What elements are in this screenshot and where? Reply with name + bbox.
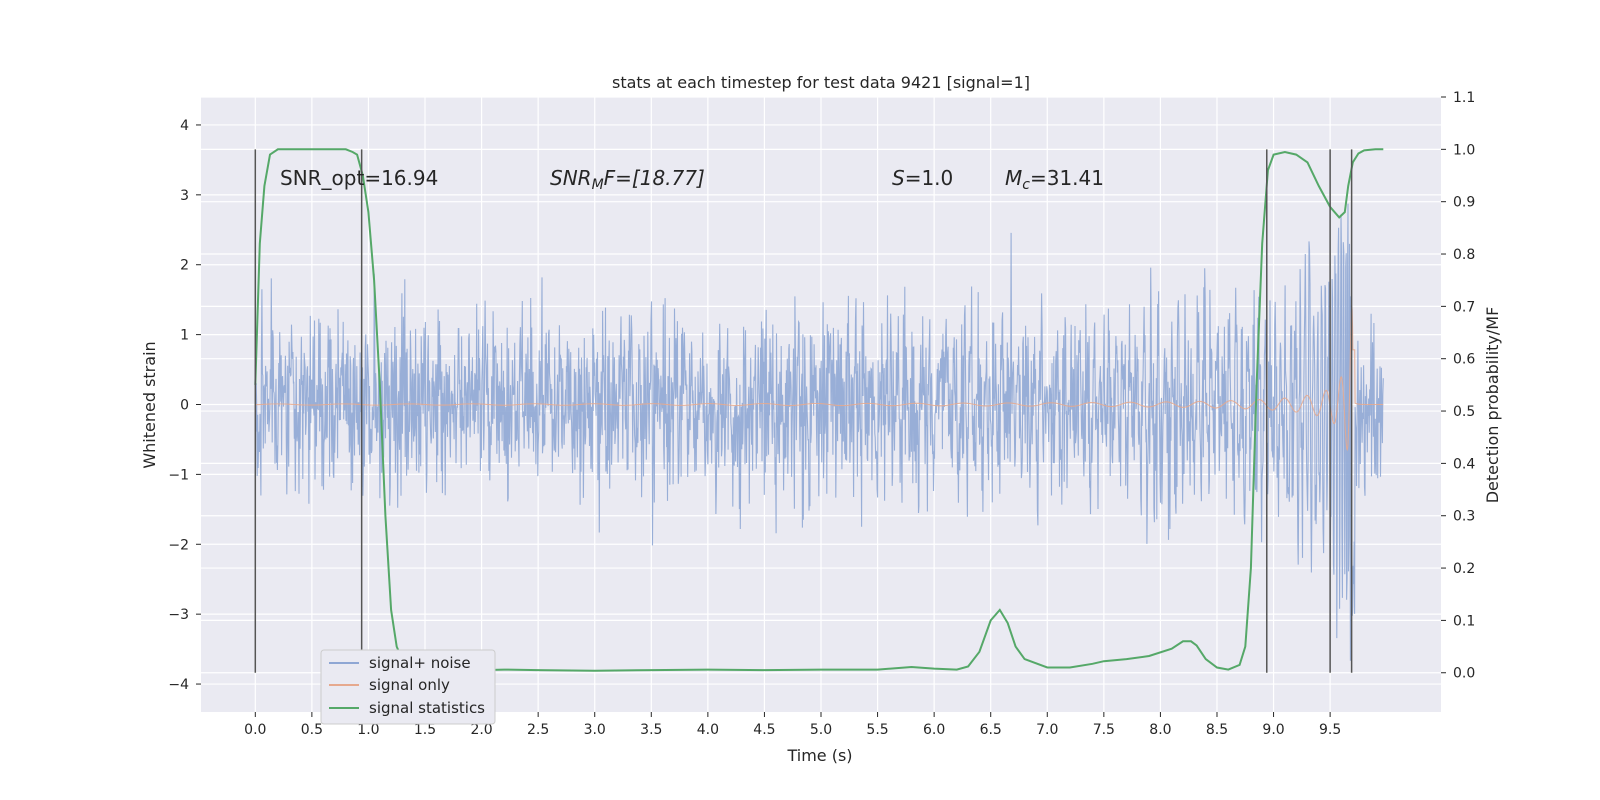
x-axis-label: Time (s) <box>786 746 852 765</box>
y-tick-label: 1 <box>180 328 189 344</box>
signal-statistics-series <box>254 148 1384 672</box>
y-tick-label: −2 <box>168 537 189 553</box>
x-tick-label: 6.0 <box>923 722 945 738</box>
x-tick-label: 9.5 <box>1319 722 1341 738</box>
y2-tick-label: 1.1 <box>1453 90 1475 106</box>
s-value: =1.0 <box>905 166 954 190</box>
y2-tick-label: 0.7 <box>1453 299 1475 315</box>
signal-only-series <box>255 306 1384 452</box>
axis-ticks: 0.0 0.5 1.0 1.5 2.0 2.5 3.0 3.5 4.0 4.5 5.0 5.5 6.0 6… <box>168 90 1475 738</box>
s-prefix: S <box>892 166 905 190</box>
y2-tick-label: 1.0 <box>1453 142 1475 158</box>
mc-sub: c <box>1022 177 1030 193</box>
legend-label-noise: signal+ noise <box>369 654 471 672</box>
y-tick-label: −4 <box>168 677 189 693</box>
annotation-snr-opt: SNR_opt=16.94 <box>280 166 438 190</box>
mc-value: =31.41 <box>1030 166 1104 190</box>
x-tick-label: 5.5 <box>866 722 888 738</box>
x-tick-label: 6.5 <box>980 722 1002 738</box>
x-tick-label: 7.5 <box>1093 722 1115 738</box>
y2-tick-label: 0.5 <box>1453 404 1475 420</box>
x-tick-label: 3.5 <box>640 722 662 738</box>
mc-prefix: M <box>1005 166 1022 190</box>
x-tick-label: 0.0 <box>244 722 266 738</box>
y2-tick-label: 0.8 <box>1453 247 1475 263</box>
x-tick-label: 1.5 <box>414 722 436 738</box>
x-tick-label: 3.0 <box>584 722 606 738</box>
legend: signal+ noise signal only signal statist… <box>320 649 496 725</box>
y2-tick-label: 0.2 <box>1453 561 1475 577</box>
y2-tick-label: 0.0 <box>1453 666 1475 682</box>
x-tick-label: 5.0 <box>810 722 832 738</box>
y2-tick-label: 0.9 <box>1453 195 1475 211</box>
x-tick-label: 8.5 <box>1206 722 1228 738</box>
annotation-snr-mf: SNRMF=[18.77] <box>550 166 705 193</box>
y-tick-label: 4 <box>180 118 189 134</box>
snr-mf-prefix: SNR <box>550 166 592 190</box>
legend-label-stats: signal statistics <box>369 699 485 717</box>
x-tick-label: 7.0 <box>1036 722 1058 738</box>
legend-label-signal: signal only <box>369 676 450 694</box>
x-tick-label: 2.5 <box>527 722 549 738</box>
y2-tick-label: 0.4 <box>1453 456 1475 472</box>
y2-axis-label: Detection probability/MF <box>1483 307 1502 504</box>
signal-statistics-line <box>254 148 1384 672</box>
y-tick-label: 2 <box>180 258 189 274</box>
signal-noise-line <box>254 203 1384 661</box>
snr-mf-suffix: F=[18.77] <box>604 166 705 190</box>
x-tick-label: 2.0 <box>470 722 492 738</box>
snr-mf-sub: M <box>592 177 604 193</box>
y2-tick-label: 0.1 <box>1453 613 1475 629</box>
y-axis-label: Whitened strain <box>140 341 159 468</box>
y-tick-label: 0 <box>180 398 189 414</box>
x-tick-label: 4.0 <box>697 722 719 738</box>
annotation-s: S=1.0 <box>892 166 953 190</box>
y-tick-label: 3 <box>180 188 189 204</box>
x-tick-label: 4.5 <box>753 722 775 738</box>
chart-title: stats at each timestep for test data 942… <box>612 73 1030 92</box>
y-tick-label: −1 <box>168 467 189 483</box>
x-tick-label: 8.0 <box>1149 722 1171 738</box>
x-tick-label: 0.5 <box>301 722 323 738</box>
x-tick-label: 9.0 <box>1262 722 1284 738</box>
segment-boundaries <box>254 149 1353 673</box>
annotation-mc: Mc=31.41 <box>1005 166 1104 193</box>
signal-only-line <box>255 306 1384 452</box>
y2-tick-label: 0.3 <box>1453 509 1475 525</box>
signal-noise-series <box>254 203 1384 661</box>
y-tick-label: −3 <box>168 607 189 623</box>
y2-tick-label: 0.6 <box>1453 352 1475 368</box>
legend-box <box>320 649 496 725</box>
x-tick-label: 1.0 <box>357 722 379 738</box>
